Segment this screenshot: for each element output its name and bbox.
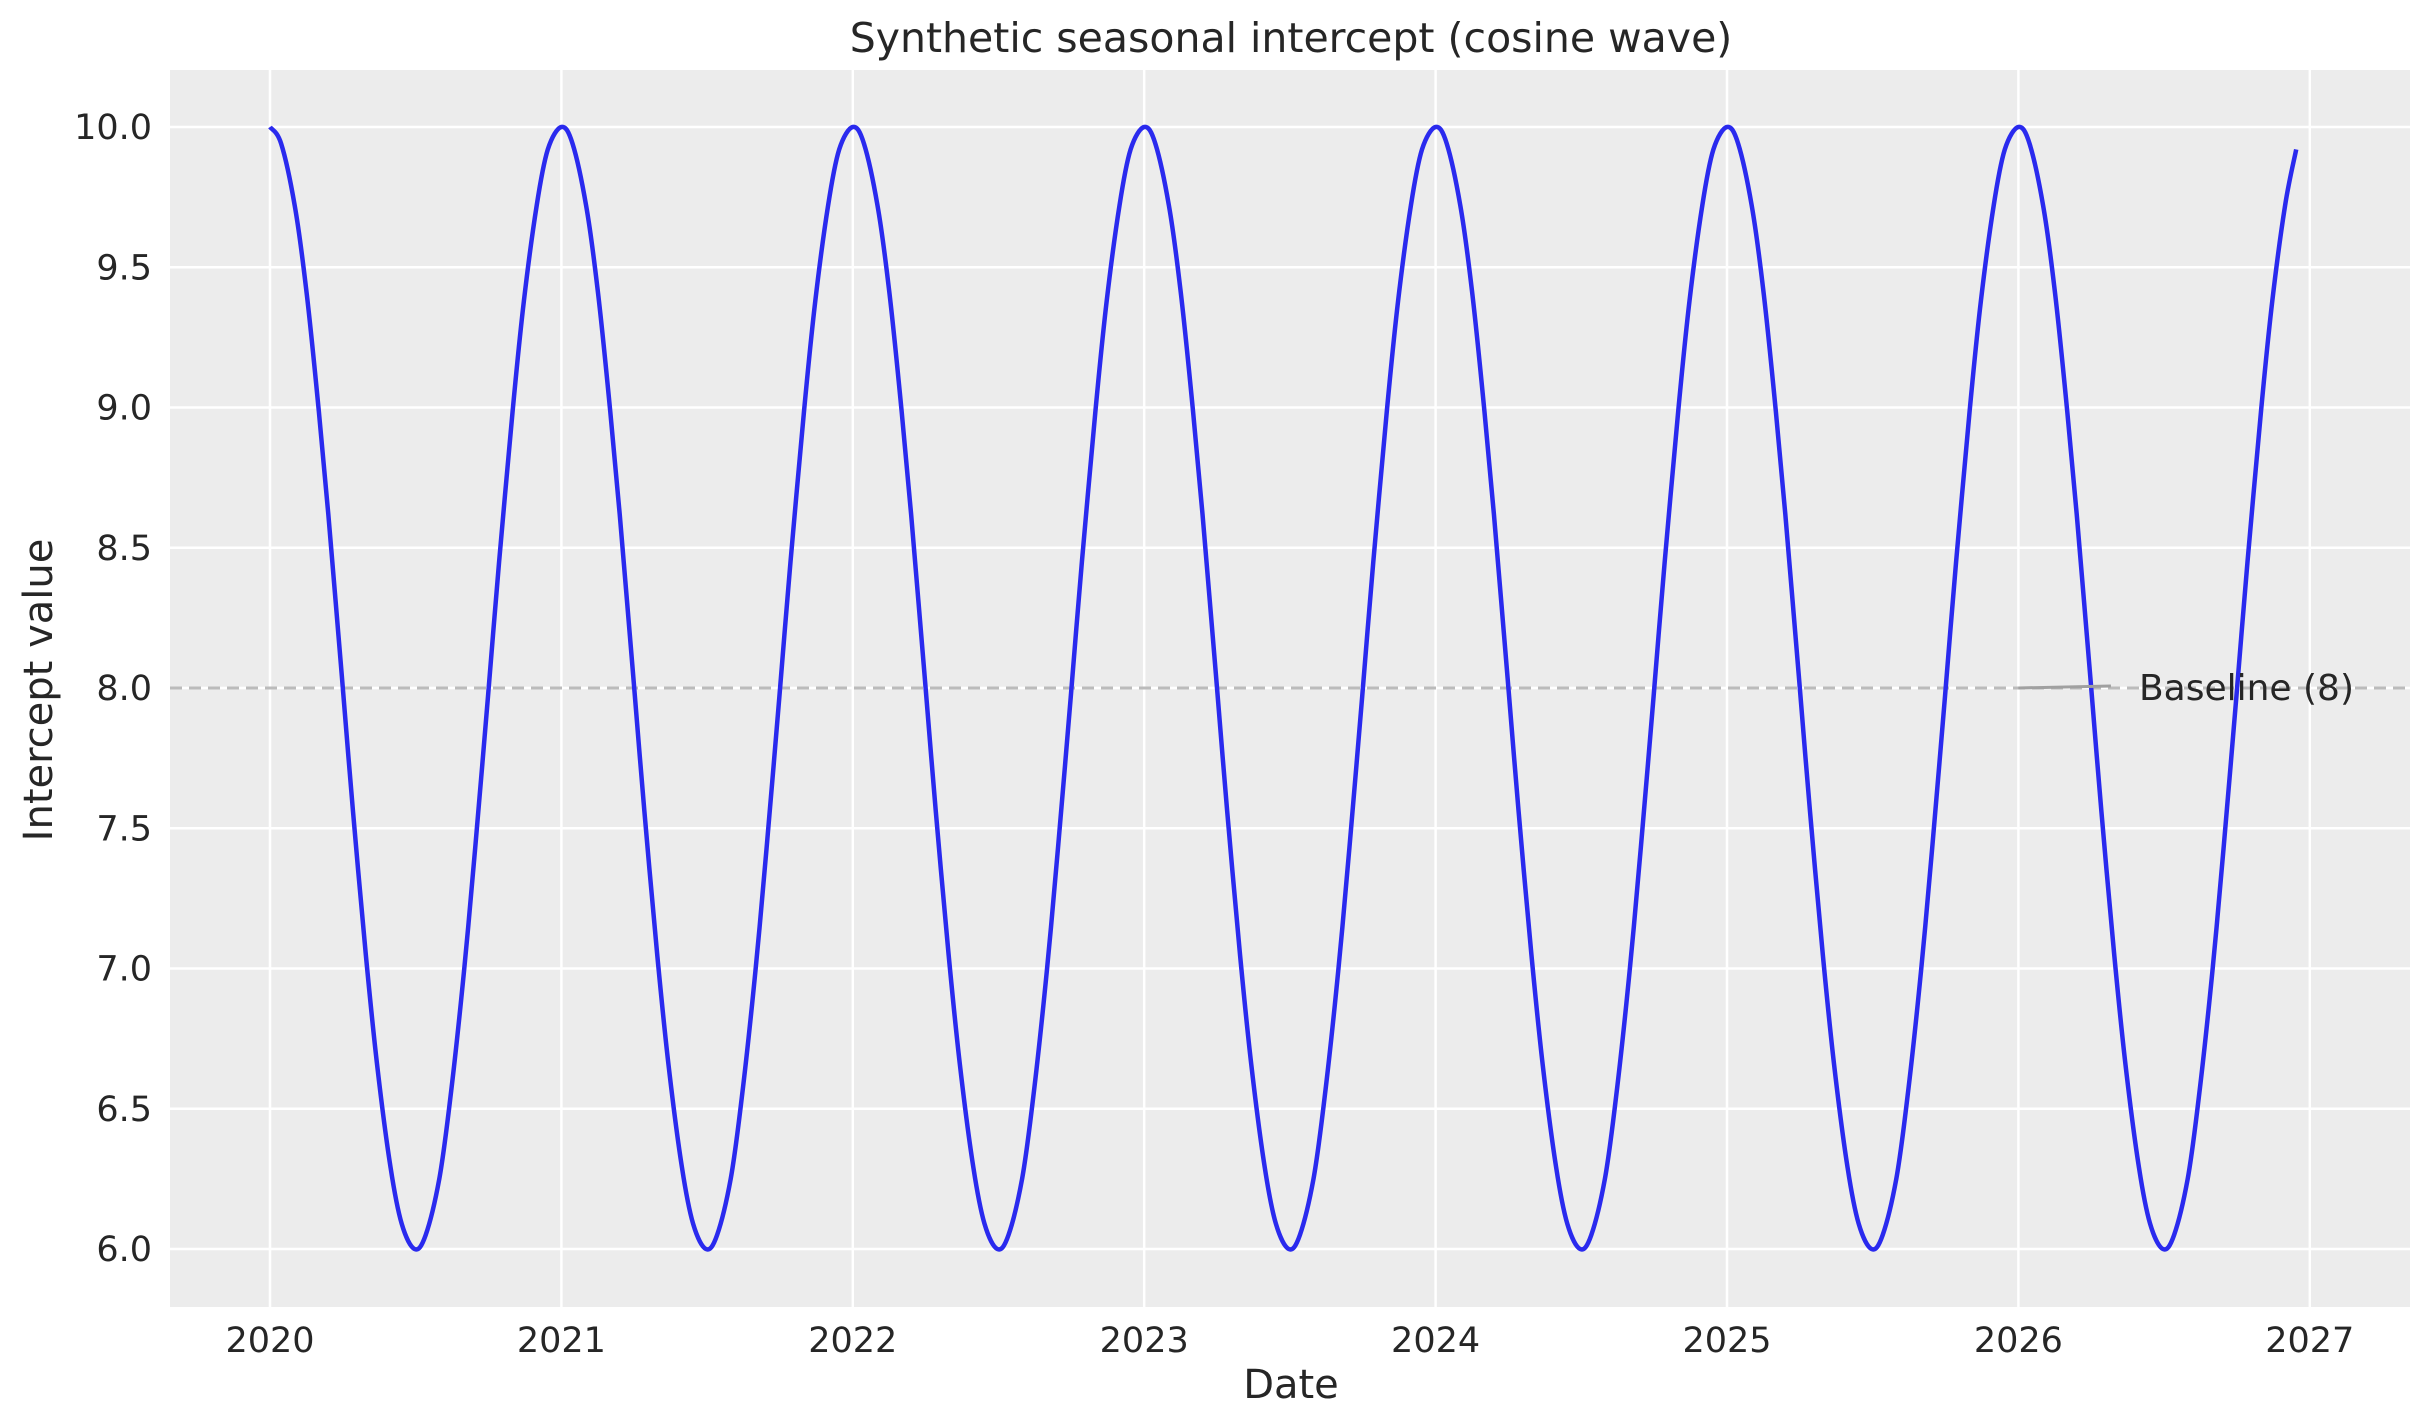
y-tick-label: 7.0 (96, 950, 152, 990)
x-axis-label: Date (1243, 1362, 1339, 1408)
y-tick-label: 6.0 (96, 1230, 152, 1270)
annotation-text: Baseline (8) (2139, 668, 2354, 709)
x-tick-label: 2021 (517, 1321, 606, 1361)
y-tick-label: 10.0 (74, 108, 152, 148)
annotation-arrow (2018, 684, 2111, 690)
x-tick-labels: 2020 2021 2022 2023 2024 2025 2026 2027 (225, 1321, 2354, 1361)
y-tick-label: 9.5 (96, 248, 152, 288)
x-tick-label: 2026 (1974, 1321, 2063, 1361)
series-line (268, 124, 2299, 1252)
x-tick-label: 2025 (1682, 1321, 1771, 1361)
x-tick-label: 2024 (1391, 1321, 1480, 1361)
y-tick-labels: 6.0 6.5 7.0 7.5 8.0 8.5 9.0 9.5 10.0 (74, 108, 152, 1270)
y-tick-label: 7.5 (96, 809, 152, 849)
y-tick-label: 8.0 (96, 669, 152, 709)
x-tick-label: 2027 (2265, 1321, 2354, 1361)
x-tick-label: 2020 (225, 1321, 314, 1361)
y-axis-label: Intercept value (16, 539, 62, 842)
chart-title: Synthetic seasonal intercept (cosine wav… (850, 14, 1733, 62)
y-tick-label: 9.0 (96, 389, 152, 429)
x-tick-label: 2022 (808, 1321, 897, 1361)
y-tick-label: 8.5 (96, 529, 152, 569)
grid (170, 70, 2410, 1307)
x-tick-label: 2023 (1100, 1321, 1189, 1361)
y-tick-label: 6.5 (96, 1090, 152, 1130)
